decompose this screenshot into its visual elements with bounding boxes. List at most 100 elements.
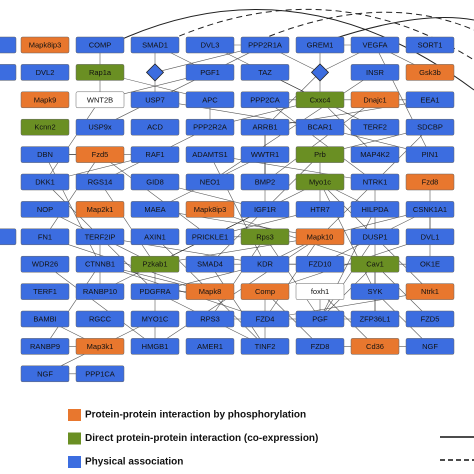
node bbox=[130, 338, 180, 355]
node-label: BCAR1 bbox=[307, 123, 332, 132]
node bbox=[185, 283, 235, 300]
node bbox=[295, 255, 345, 273]
node-label: DVL3 bbox=[201, 40, 220, 49]
legend-swatch bbox=[68, 409, 81, 421]
node-label: PGF bbox=[312, 314, 328, 323]
node bbox=[20, 118, 70, 136]
node-label: Ntrk1 bbox=[421, 287, 439, 296]
node bbox=[185, 146, 235, 163]
edge bbox=[44, 236, 211, 292]
legend-label: Direct protein-protein interaction (co-e… bbox=[85, 433, 318, 444]
edge bbox=[264, 236, 321, 320]
node bbox=[350, 310, 400, 328]
node bbox=[75, 310, 125, 328]
node bbox=[130, 255, 180, 273]
node-label: ACD bbox=[147, 123, 163, 132]
edge bbox=[154, 209, 321, 238]
node bbox=[240, 173, 290, 191]
edge bbox=[44, 263, 156, 347]
node-label: ADAMTS1 bbox=[192, 150, 227, 159]
node-label: INSR bbox=[366, 68, 385, 77]
node bbox=[20, 310, 70, 328]
node bbox=[130, 118, 180, 136]
edges bbox=[44, 8, 474, 375]
node-label: foxh1 bbox=[311, 287, 329, 296]
node bbox=[295, 338, 345, 355]
node-label: NGF bbox=[422, 342, 438, 351]
diamond-node bbox=[145, 63, 165, 82]
node bbox=[350, 118, 400, 136]
node bbox=[295, 91, 345, 109]
node-label: PDGFRA bbox=[139, 287, 170, 296]
node-label: RGS14 bbox=[88, 177, 113, 186]
node bbox=[240, 118, 290, 136]
node bbox=[0, 64, 17, 81]
node bbox=[75, 91, 125, 109]
node-label: DUSP1 bbox=[362, 232, 387, 241]
node-label: MAEA bbox=[144, 205, 165, 214]
edge bbox=[209, 72, 376, 183]
node-label: GREM1 bbox=[307, 40, 334, 49]
node bbox=[350, 91, 400, 109]
node-label: PIN1 bbox=[422, 150, 439, 159]
node-label: IGF1R bbox=[254, 205, 277, 214]
node bbox=[295, 118, 345, 136]
node bbox=[185, 64, 235, 81]
edge bbox=[374, 263, 431, 320]
node-label: PGF1 bbox=[200, 68, 220, 77]
node bbox=[350, 173, 400, 191]
node-label: TERF2 bbox=[363, 123, 387, 132]
node-label: RANBP10 bbox=[83, 287, 117, 296]
node bbox=[0, 228, 17, 246]
node-label: MYO1C bbox=[142, 314, 169, 323]
node-label: FZD5 bbox=[421, 314, 440, 323]
edge bbox=[264, 99, 431, 128]
node bbox=[350, 146, 400, 163]
node-label: DVL1 bbox=[421, 232, 440, 241]
node bbox=[240, 201, 290, 218]
edge bbox=[44, 154, 101, 237]
node-label: EEA1 bbox=[420, 95, 439, 104]
node-label: Kcnn2 bbox=[34, 123, 55, 132]
node-label: TINF2 bbox=[255, 342, 276, 351]
node-label: HTR7 bbox=[310, 205, 330, 214]
node-label: DBN bbox=[37, 150, 53, 159]
node-label: SDCBP bbox=[417, 123, 443, 132]
node bbox=[350, 36, 400, 54]
node-label: RPS3 bbox=[200, 314, 220, 323]
node bbox=[130, 173, 180, 191]
node-label: Rap1a bbox=[89, 68, 112, 77]
node bbox=[405, 146, 455, 163]
edge bbox=[264, 291, 431, 320]
node-label: FN1 bbox=[38, 232, 52, 241]
edge bbox=[329, 17, 474, 41]
legend: Protein-protein interaction by phosphory… bbox=[68, 409, 318, 468]
node-label: COMP bbox=[89, 40, 112, 49]
node-label: ARRB1 bbox=[252, 123, 277, 132]
node bbox=[75, 255, 125, 273]
edge bbox=[154, 99, 321, 128]
edge bbox=[119, 9, 474, 91]
node bbox=[20, 64, 70, 81]
node bbox=[405, 310, 455, 328]
node bbox=[240, 338, 290, 355]
node-label: PRICKLE1 bbox=[192, 232, 228, 241]
edge bbox=[319, 236, 376, 320]
node-label: Fzd5 bbox=[92, 150, 109, 159]
edge bbox=[99, 181, 156, 265]
edge bbox=[319, 181, 376, 292]
node-label: KDR bbox=[257, 260, 273, 269]
node bbox=[405, 36, 455, 54]
node-label: VEGFA bbox=[362, 40, 387, 49]
node-label: SMAD1 bbox=[142, 40, 168, 49]
node bbox=[240, 146, 290, 163]
node bbox=[130, 283, 180, 300]
node-label: TERF1 bbox=[33, 287, 57, 296]
node bbox=[240, 310, 290, 328]
node-label: FZD8 bbox=[311, 342, 330, 351]
node-label: OK1E bbox=[420, 260, 440, 269]
node bbox=[20, 283, 70, 300]
node-label: Mapk8ip3 bbox=[29, 40, 62, 49]
node-label: Pzkab1 bbox=[142, 260, 167, 269]
node-label: RAF1 bbox=[145, 150, 164, 159]
